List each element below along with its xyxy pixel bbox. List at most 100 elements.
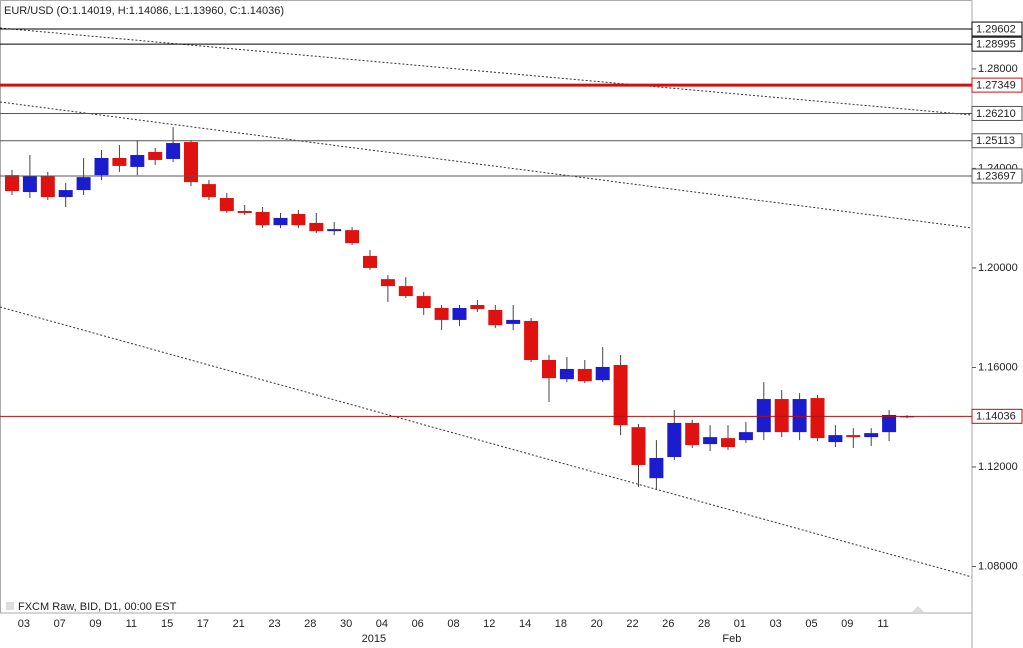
x-tick-label: 01	[734, 618, 746, 630]
level-line-label: 1.29602	[976, 23, 1016, 35]
candle-body	[738, 432, 753, 441]
candle-body	[130, 154, 145, 167]
candle-body	[828, 435, 843, 443]
level-line-box	[971, 168, 1023, 184]
y-tick-label: 1.28000	[978, 63, 1018, 75]
candle-body	[559, 368, 574, 380]
x-tick-label: 11	[126, 618, 137, 630]
candle-body	[524, 320, 539, 360]
candle-body	[327, 229, 342, 232]
x-group-label: 2015	[362, 633, 386, 645]
candle-body	[219, 198, 234, 211]
x-tick-label: 15	[161, 618, 173, 630]
candle-body	[40, 176, 55, 198]
candle-body	[237, 210, 252, 213]
y-tick-label: 1.16000	[978, 361, 1018, 373]
candle-body	[58, 190, 73, 198]
candle-body	[882, 414, 897, 433]
candle-body	[470, 305, 485, 309]
x-tick-label: 30	[340, 618, 352, 630]
x-tick-label: 09	[841, 618, 853, 630]
level-line-box	[971, 105, 1023, 121]
x-tick-label: 26	[662, 618, 674, 630]
x-tick-label: 11	[877, 618, 888, 630]
x-tick-label: 14	[519, 618, 531, 630]
candle-body	[94, 157, 109, 176]
candle-body	[488, 309, 503, 326]
x-tick-label: 28	[304, 618, 316, 630]
candle-body	[76, 177, 91, 191]
source-icon	[6, 602, 14, 610]
candle-body	[756, 399, 771, 433]
candle-body	[112, 157, 127, 166]
trendline	[0, 27, 973, 116]
candle-body	[649, 458, 664, 479]
x-tick-label: 05	[805, 618, 817, 630]
x-tick-label: 09	[89, 618, 101, 630]
level-line-label: 1.26210	[976, 108, 1016, 120]
candle-body	[631, 427, 646, 465]
level-line-label: 1.25113	[976, 135, 1015, 147]
x-tick-label: 21	[233, 618, 245, 630]
trendline	[0, 101, 973, 229]
x-tick-label: 07	[54, 618, 66, 630]
candle-body	[398, 286, 413, 297]
current-price-line-label: 1.14036	[976, 411, 1016, 423]
candle-body	[416, 296, 431, 308]
level-line-box	[971, 36, 1023, 52]
candle-body	[452, 307, 467, 320]
x-tick-label: 06	[412, 618, 424, 630]
candle-body	[685, 422, 700, 446]
candle-body	[309, 222, 324, 232]
candle-body	[184, 142, 198, 183]
level-line-box	[971, 133, 1023, 149]
chart-title: EUR/USD (O:1.14019, H:1.14086, L:1.13960…	[4, 5, 284, 17]
candle-body	[864, 433, 879, 438]
x-tick-label: 03	[18, 618, 30, 630]
y-tick-label: 1.12000	[978, 461, 1018, 473]
y-tick-label: 1.20000	[978, 262, 1018, 274]
candle-body	[291, 213, 306, 226]
current-price-line-box	[971, 408, 1023, 424]
level-line-label: 1.27349	[976, 80, 1016, 92]
candle-body	[255, 211, 270, 226]
x-tick-label: 12	[483, 618, 495, 630]
candle-body	[201, 184, 216, 198]
candle-body	[166, 143, 181, 159]
x-tick-label: 22	[626, 618, 638, 630]
y-tick-label: 1.08000	[978, 560, 1018, 572]
x-tick-label: 18	[555, 618, 567, 630]
candle-body	[345, 230, 360, 244]
x-tick-label: 23	[268, 618, 280, 630]
candle-body	[613, 364, 628, 426]
x-tick-label: 20	[591, 618, 603, 630]
x-tick-label: 03	[770, 618, 782, 630]
candle-body	[667, 422, 682, 458]
level-line-box	[971, 21, 1023, 37]
candle-body	[273, 217, 288, 226]
level-line-box	[971, 77, 1023, 93]
trendline	[0, 306, 973, 578]
candle-body	[846, 435, 861, 438]
x-tick-label: 04	[376, 618, 388, 630]
x-tick-label: 28	[698, 618, 710, 630]
scroll-marker	[912, 606, 924, 612]
x-tick-label: 17	[197, 618, 209, 630]
footer: FXCM Raw, BID, D1, 00:00 EST	[18, 601, 177, 613]
candle-body	[774, 399, 789, 433]
level-line-label: 1.23697	[976, 170, 1016, 182]
candle-body	[810, 398, 825, 439]
candle-body	[595, 366, 610, 381]
candle-body	[506, 319, 521, 324]
candle-body	[792, 399, 807, 433]
candle-body	[721, 438, 735, 448]
plot-area	[0, 0, 973, 614]
candle-body	[363, 255, 377, 268]
level-line-label: 1.28995	[976, 39, 1016, 51]
x-tick-label: 08	[447, 618, 459, 630]
candle-body	[5, 175, 19, 192]
candle-body	[148, 152, 163, 160]
candle-body	[542, 359, 556, 379]
